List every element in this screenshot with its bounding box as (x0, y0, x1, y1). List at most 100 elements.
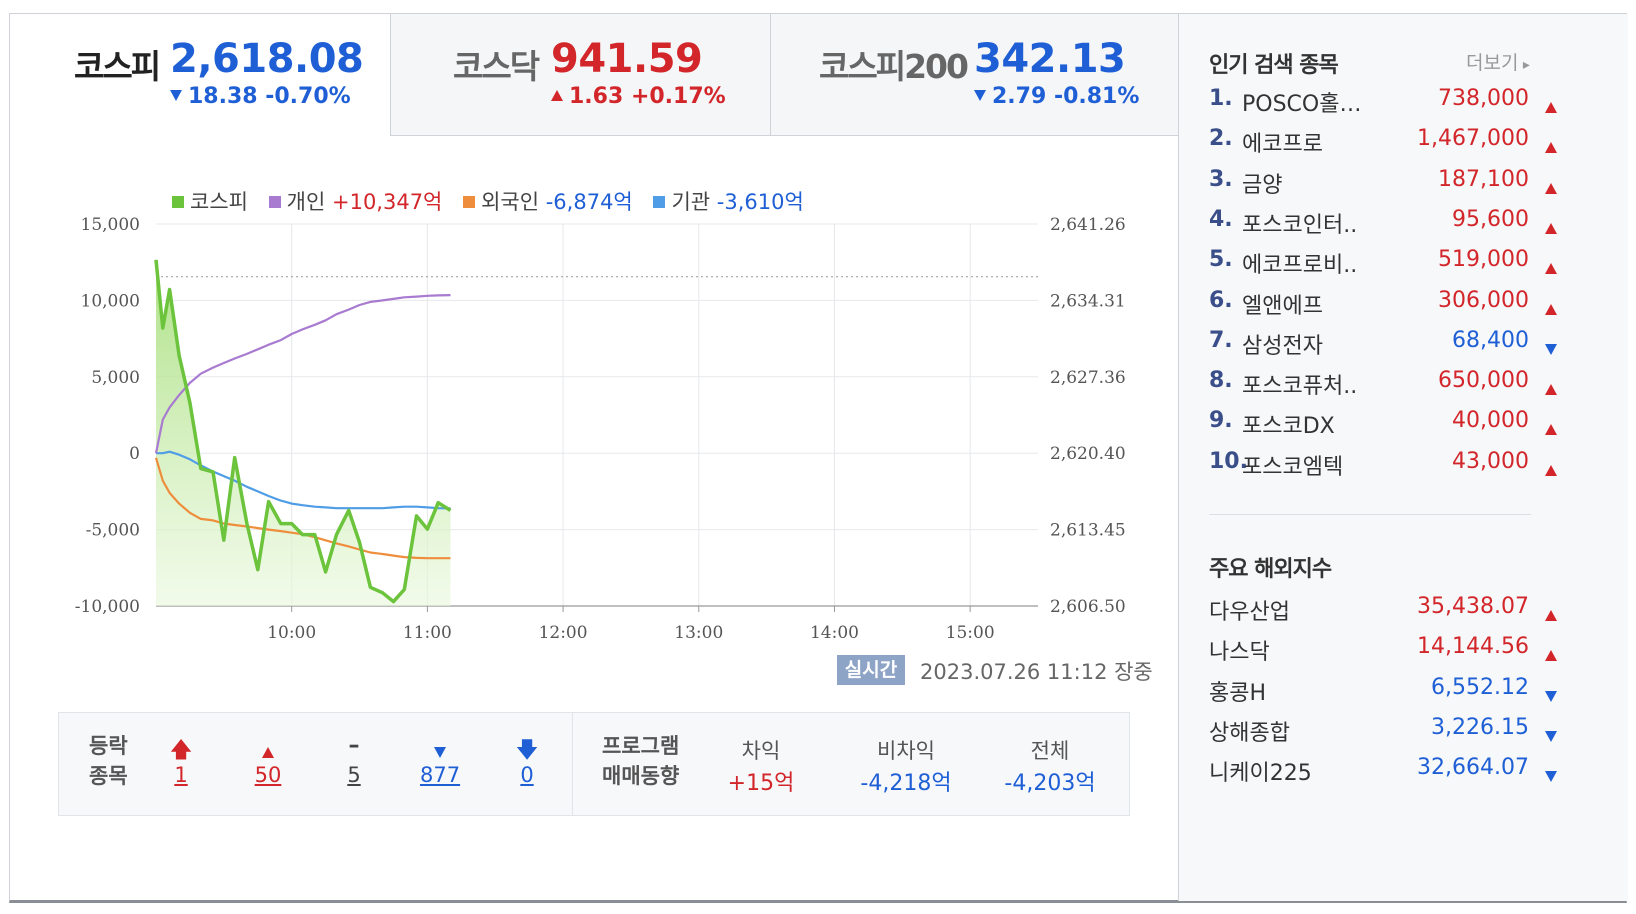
x-axis-tick-label: 10:00 (267, 623, 316, 643)
x-axis-tick-label: 15:00 (946, 623, 995, 643)
popular-rank: 3. (1209, 166, 1233, 192)
tab-kospi-value: 2,618.08 (170, 36, 364, 82)
legend-foreign-value: -6,874억 (545, 190, 633, 214)
breadth-label-line2: 종목 (89, 764, 128, 788)
up-triangle-icon (1545, 136, 1557, 161)
overseas-price: 35,438.07 (1417, 594, 1529, 619)
popular-rank: 8. (1209, 368, 1233, 394)
kospi-line (154, 259, 452, 604)
tab-kospi200[interactable]: 코스피200 342.13 2.79 -0.81% (771, 14, 1179, 136)
down-triangle-icon (1545, 765, 1557, 790)
down-triangle-icon (170, 90, 182, 101)
overseas-item[interactable]: 다우산업 35,438.07 (1209, 594, 1557, 628)
popular-name: 엘앤에프 (1242, 293, 1323, 319)
up-triangle-icon (551, 90, 563, 101)
legend-kospi-swatch (172, 196, 184, 208)
up-triangle-icon (1545, 604, 1557, 629)
overseas-price: 6,552.12 (1431, 674, 1529, 700)
right-panel: 인기 검색 종목 더보기 ▸ 1. POSCO홀… 738,000 2. 에코프로 1,4… (1178, 14, 1628, 901)
program-nonarbitrage-header: 비차익 (877, 739, 935, 763)
chart-legend: 코스피 개인 +10,347억 외국인 -6,874억 기관 -3,610억 (172, 186, 818, 216)
popular-price: 43,000 (1452, 448, 1529, 474)
breadth-label: 등락 종목 (89, 731, 128, 791)
popular-item[interactable]: 1. POSCO홀… 738,000 (1209, 86, 1557, 120)
overseas-item[interactable]: 상해종합 3,226.15 (1209, 715, 1557, 749)
overseas-item[interactable]: 니케이225 32,664.07 (1209, 755, 1557, 789)
down-triangle-icon (1545, 685, 1557, 710)
popular-item[interactable]: 6. 엘앤에프 306,000 (1209, 287, 1557, 322)
limit-down-count-link[interactable]: 0 (520, 763, 534, 787)
popular-item[interactable]: 7. 삼성전자 68,400 (1209, 327, 1557, 362)
tab-kospi200-change-text: 2.79 -0.81% (992, 84, 1140, 109)
popular-item[interactable]: 3. 금양 187,100 (1209, 166, 1557, 201)
popular-rank: 2. (1209, 126, 1233, 152)
legend-institution-label: 기관 (671, 190, 711, 214)
flat-dash-icon: – (348, 733, 360, 758)
program-total-value: -4,203억 (1004, 771, 1096, 796)
tab-kosdaq-change-text: 1.63 +0.17% (569, 84, 726, 109)
overseas-item[interactable]: 나스닥 14,144.56 (1209, 634, 1557, 668)
down-count-link[interactable]: 877 (420, 763, 461, 787)
institution-line (156, 450, 451, 510)
popular-price: 1,467,000 (1417, 126, 1529, 152)
overseas-item[interactable]: 홍콩H 6,552.12 (1209, 674, 1557, 709)
up-triangle-icon (248, 741, 288, 766)
down-triangle-icon (1545, 725, 1557, 750)
up-count-link[interactable]: 50 (254, 763, 282, 787)
overseas-price: 14,144.56 (1417, 634, 1529, 660)
popular-price: 68,400 (1452, 327, 1529, 353)
popular-item[interactable]: 8. 포스코퓨처.. 650,000 (1209, 368, 1557, 402)
tab-kosdaq-change: 1.63 +0.17% (551, 84, 726, 109)
popular-item[interactable]: 2. 에코프로 1,467,000 (1209, 126, 1557, 160)
overseas-name: 홍콩H (1209, 680, 1267, 706)
tab-kosdaq-value: 941.59 (551, 36, 703, 82)
overseas-price: 32,664.07 (1417, 755, 1529, 781)
tab-kospi[interactable]: 코스피 2,618.08 18.38 -0.70% (10, 14, 391, 136)
tab-kosdaq[interactable]: 코스닥 941.59 1.63 +0.17% (391, 14, 771, 136)
popular-item[interactable]: 9. 포스코DX 40,000 (1209, 408, 1557, 442)
legend-foreign: 외국인 -6,874억 (463, 186, 633, 216)
legend-foreign-swatch (463, 196, 476, 208)
down-triangle-icon (1545, 338, 1557, 363)
down-triangle-icon (974, 90, 986, 101)
popular-rank: 4. (1209, 206, 1233, 232)
legend-institution-value: -3,610억 (716, 190, 804, 214)
left-axis-tick-label: 5,000 (91, 368, 140, 388)
popular-name: POSCO홀… (1242, 92, 1362, 117)
program-arbitrage-value: +15억 (727, 771, 795, 796)
legend-individual-value: +10,347억 (331, 190, 443, 214)
popular-title: 인기 검색 종목 (1209, 53, 1339, 78)
right-axis-tick-label: 2,606.50 (1050, 597, 1126, 617)
popular-name: 에코프로 (1242, 132, 1323, 158)
intraday-chart: 15,000 2,641.26 10,000 2,634.31 5,000 2,627.3… (75, 215, 1126, 643)
overseas-name: 상해종합 (1209, 720, 1290, 746)
legend-individual: 개인 +10,347억 (268, 186, 443, 216)
more-link[interactable]: 더보기 ▸ (1466, 48, 1530, 75)
popular-item[interactable]: 4. 포스코인터.. 95,600 (1209, 206, 1557, 241)
popular-name: 포스코DX (1242, 414, 1335, 440)
popular-rank: 1. (1209, 86, 1233, 111)
popular-rank: 10. (1209, 448, 1248, 474)
popular-price: 650,000 (1438, 368, 1529, 394)
box-divider (572, 713, 573, 815)
up-triangle-icon (1545, 257, 1557, 282)
popular-item[interactable]: 10. 포스코엠텍 43,000 (1209, 448, 1557, 483)
up-triangle-icon (1545, 459, 1557, 484)
program-total-header: 전체 (1030, 739, 1070, 763)
popular-price: 187,100 (1438, 166, 1529, 192)
popular-rank: 6. (1209, 287, 1233, 313)
popular-rank: 7. (1209, 327, 1233, 353)
down-triangle-icon (420, 741, 460, 766)
more-link-label: 더보기 (1466, 52, 1519, 74)
tab-kospi200-change: 2.79 -0.81% (974, 84, 1139, 109)
limit-up-count-link[interactable]: 1 (174, 763, 188, 787)
left-axis-tick-label: 10,000 (81, 291, 140, 311)
right-axis-tick-label: 2,634.31 (1050, 291, 1126, 311)
up-triangle-icon (1545, 96, 1557, 121)
popular-item[interactable]: 5. 에코프로비.. 519,000 (1209, 247, 1557, 281)
flat-count-link[interactable]: 5 (347, 763, 361, 787)
overseas-name: 니케이225 (1209, 761, 1312, 787)
left-axis-tick-label: 0 (129, 444, 140, 464)
tab-kospi200-value: 342.13 (974, 36, 1126, 82)
overseas-name: 다우산업 (1209, 600, 1290, 625)
